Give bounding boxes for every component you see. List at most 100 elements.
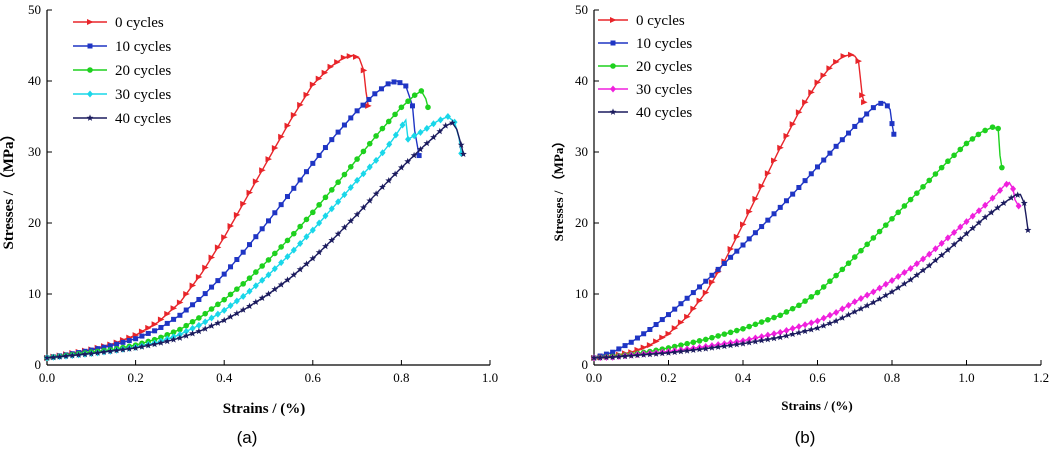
- chart-a-data-point: [322, 242, 329, 250]
- chart-b-data-point: [653, 338, 660, 345]
- chart-b-data-point: [640, 351, 648, 358]
- chart-b-data-point: [982, 127, 988, 134]
- chart-a-data-point: [233, 297, 240, 305]
- chart-a-data-point: [416, 153, 422, 159]
- chart-a-data-point: [391, 170, 399, 177]
- chart-a-data-point: [348, 115, 354, 121]
- chart-a-data-point: [145, 324, 152, 331]
- chart-b-data-point: [833, 58, 840, 65]
- chart-a-data-point: [391, 79, 397, 85]
- chart-b-data-point: [882, 222, 889, 228]
- chart-b-data-point: [925, 262, 933, 269]
- chart-b-data-point: [826, 319, 834, 327]
- chart-b-data-point: [746, 323, 753, 330]
- chart-b-data-point: [659, 334, 666, 341]
- chart-b-panel-label: (b): [795, 428, 816, 447]
- chart-b-data-point: [678, 301, 684, 307]
- chart-a-data-point: [195, 273, 203, 280]
- chart-a-data-point: [202, 318, 209, 326]
- chart-b-data-point: [989, 124, 996, 130]
- chart-a-data-point: [360, 67, 368, 74]
- chart-a-data-point: [94, 349, 102, 356]
- chart-b-data-point: [739, 340, 747, 347]
- chart-b-data-point: [666, 312, 671, 318]
- chart-a-legend-entry: 30 cycles: [73, 87, 171, 103]
- chart-b-data-point: [814, 289, 821, 296]
- chart-a-data-point: [328, 236, 336, 244]
- chart-b-data-point: [771, 211, 777, 217]
- chart-b-xlabel: Strains / (%): [781, 398, 853, 413]
- chart-a-data-point: [334, 230, 342, 237]
- chart-a-data-point: [411, 92, 418, 98]
- chart-b-data-point: [771, 314, 777, 321]
- chart-b-legend-entry: 30 cycles: [598, 82, 692, 98]
- chart-a-data-point: [221, 271, 227, 277]
- chart-a-data-point: [234, 286, 240, 292]
- chart-b-data-point: [882, 280, 889, 288]
- chart-b-data-point: [802, 298, 808, 304]
- chart-a-data-point: [240, 200, 247, 207]
- chart-a-data-point: [265, 271, 272, 279]
- chart-a-data-point: [309, 81, 317, 88]
- chart-a-data-point: [284, 194, 290, 200]
- chart-b-data-point: [634, 335, 640, 341]
- chart-a-data-point: [239, 306, 247, 313]
- chart-a-data-point: [398, 164, 405, 171]
- chart-a-data-point: [430, 133, 437, 141]
- chart-a-data-point: [259, 263, 265, 269]
- chart-b-data-point: [857, 305, 865, 312]
- chart-b-data-point: [808, 319, 815, 327]
- chart-a-data-point: [152, 328, 158, 334]
- chart-a-data-point: [399, 121, 406, 129]
- chart-a-data-point: [460, 150, 467, 157]
- chart-b-data-point: [590, 354, 598, 361]
- chart-b-data-point: [696, 338, 703, 344]
- chart-a-data-point: [259, 276, 266, 284]
- chart-b-data-point: [770, 334, 778, 342]
- chart-a-data-point: [176, 299, 184, 306]
- chart-a-data-point: [164, 320, 170, 326]
- chart-b-data-point: [727, 341, 734, 349]
- chart-a-data-point: [258, 294, 266, 301]
- chart-b-x-tick-label: 1.0: [958, 370, 974, 385]
- chart-b-data-point: [708, 279, 716, 286]
- chart-a-data-point: [170, 305, 178, 312]
- chart-b-data-point: [926, 250, 933, 258]
- chart-a-axes: 0.0 0.2 0.4 0.6 0.8 1.0 0 10 20 30 40 50: [28, 2, 498, 385]
- chart-a-data-point: [100, 348, 108, 355]
- chart-b-data-point: [777, 328, 784, 336]
- chart-a-y-tick-label: 20: [28, 215, 41, 230]
- chart-b-data-point: [628, 339, 634, 345]
- chart-a-data-point: [437, 116, 444, 124]
- chart-a-data-point: [220, 316, 228, 324]
- chart-b-data-point: [858, 247, 864, 254]
- chart-a-series-1: [44, 79, 422, 361]
- chart-b-x-tick-label: 0.8: [884, 370, 900, 385]
- chart-b-data-point: [696, 297, 704, 304]
- chart-a-legend-label: 40 cycles: [115, 111, 171, 127]
- chart-b-legend: 0 cycles 10 cycles 20 cycles 30 cycles 40 cy…: [598, 13, 692, 121]
- chart-b-data-point: [932, 256, 939, 264]
- chart-a-legend-entry: 10 cycles: [73, 39, 171, 55]
- chart-a-data-point: [246, 189, 254, 196]
- chart-b-data-point: [932, 245, 939, 253]
- chart-b-data-point: [678, 342, 684, 348]
- chart-a-series-4: [43, 119, 467, 361]
- chart-b-legend-label: 10 cycles: [636, 36, 692, 52]
- chart-a-data-point: [259, 226, 265, 232]
- chart-b-data-point: [807, 326, 815, 333]
- chart-b-data-point: [884, 103, 890, 109]
- chart-b-data-point: [926, 177, 933, 184]
- chart-b-data-point: [802, 321, 809, 329]
- chart-a-data-point: [334, 59, 341, 66]
- chart-a-xlabel: Strains / (%): [223, 401, 306, 417]
- chart-a-data-point: [157, 316, 165, 323]
- chart-b-data-point: [683, 347, 691, 354]
- chart-a-data-point: [309, 254, 317, 262]
- chart-a-data-point: [170, 329, 177, 335]
- chart-b-data-point: [814, 317, 821, 325]
- chart-b-data-point: [820, 322, 828, 329]
- chart-a-data-point: [417, 145, 424, 153]
- chart-b-data-point: [609, 353, 616, 361]
- chart-b-data-point: [646, 350, 654, 358]
